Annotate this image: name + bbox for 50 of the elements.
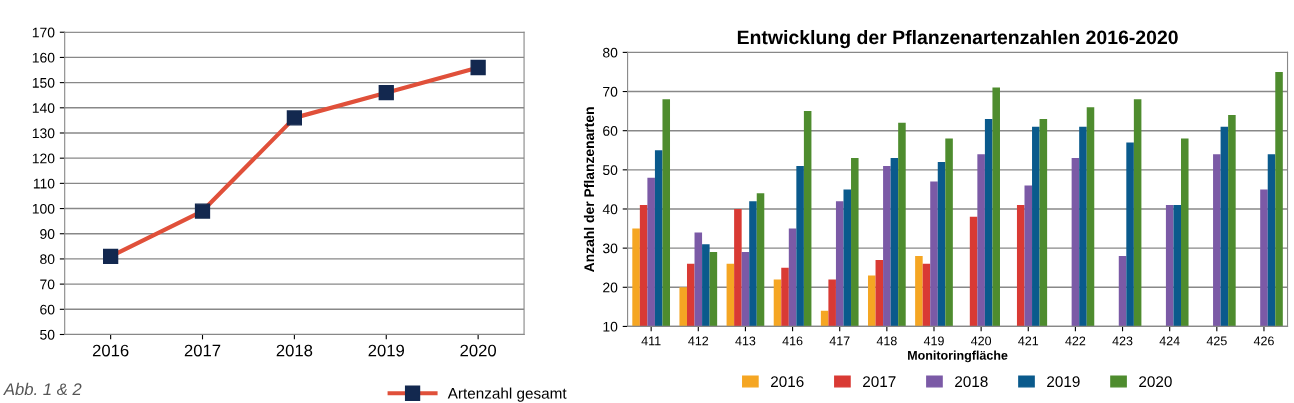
y-tick-label: 110 — [33, 178, 55, 189]
x-tick-label: 411 — [641, 336, 661, 346]
x-tick-label: 419 — [923, 336, 944, 346]
x-tick-label: 421 — [1018, 336, 1039, 346]
x-tick-label: 2018 — [276, 344, 313, 357]
x-tick-label: 416 — [782, 336, 803, 346]
y-tick-label: 60 — [603, 126, 618, 136]
x-tick-label: 417 — [829, 336, 850, 346]
x-axis-title: Monitoringfläche — [908, 350, 1008, 363]
y-tick-label: 50 — [602, 165, 618, 175]
y-tick-label: 90 — [40, 229, 55, 239]
x-tick-label: 425 — [1206, 336, 1227, 346]
y-tick-label: 30 — [602, 243, 618, 254]
x-tick-label: 2020 — [460, 344, 497, 357]
x-tick-label: 420 — [970, 336, 992, 346]
y-tick-label: 50 — [40, 329, 55, 340]
x-tick-label: 2016 — [92, 344, 129, 357]
x-tick-label: 418 — [876, 336, 897, 346]
x-tick-label: 413 — [735, 336, 756, 346]
y-tick-label: 40 — [602, 204, 618, 215]
x-tick-label: 426 — [1253, 336, 1274, 346]
y-tick-label: 130 — [32, 128, 55, 139]
legend-label: 2018 — [955, 376, 988, 388]
legend-label: 2020 — [1139, 376, 1172, 388]
legend-label: 2019 — [1047, 376, 1080, 388]
y-tick-label: 80 — [603, 47, 618, 58]
y-tick-label: 20 — [603, 282, 618, 293]
y-tick-label: 120 — [32, 153, 55, 164]
legend-label: Artenzahl gesamt — [447, 387, 567, 402]
y-tick-label: 140 — [32, 103, 55, 113]
y-tick-label: 60 — [40, 304, 55, 315]
legend-label: 2016 — [771, 376, 804, 388]
y-tick-label: 70 — [603, 86, 618, 97]
y-tick-label: 70 — [40, 279, 55, 290]
x-tick-label: 2019 — [368, 344, 405, 357]
y-tick-label: 80 — [40, 254, 55, 265]
y-tick-label: 170 — [32, 27, 55, 38]
x-tick-label: 2017 — [184, 344, 221, 357]
x-tick-label: 422 — [1065, 336, 1086, 346]
y-axis-title: Anzahl der Pflanzenarten — [583, 107, 595, 273]
legend-label: 2017 — [863, 376, 896, 388]
caption: Abb. 1 & 2 — [3, 382, 82, 396]
y-tick-label: 10 — [603, 321, 618, 332]
x-tick-label: 424 — [1159, 336, 1180, 346]
y-tick-label: 150 — [32, 77, 55, 88]
chart-title: Entwicklung der Pflanzenartenzahlen 2016-2020 — [737, 29, 1178, 49]
x-tick-label: 423 — [1112, 336, 1133, 346]
y-tick-label: 160 — [32, 52, 55, 63]
y-tick-label: 100 — [32, 203, 55, 214]
x-tick-label: 412 — [688, 336, 709, 346]
